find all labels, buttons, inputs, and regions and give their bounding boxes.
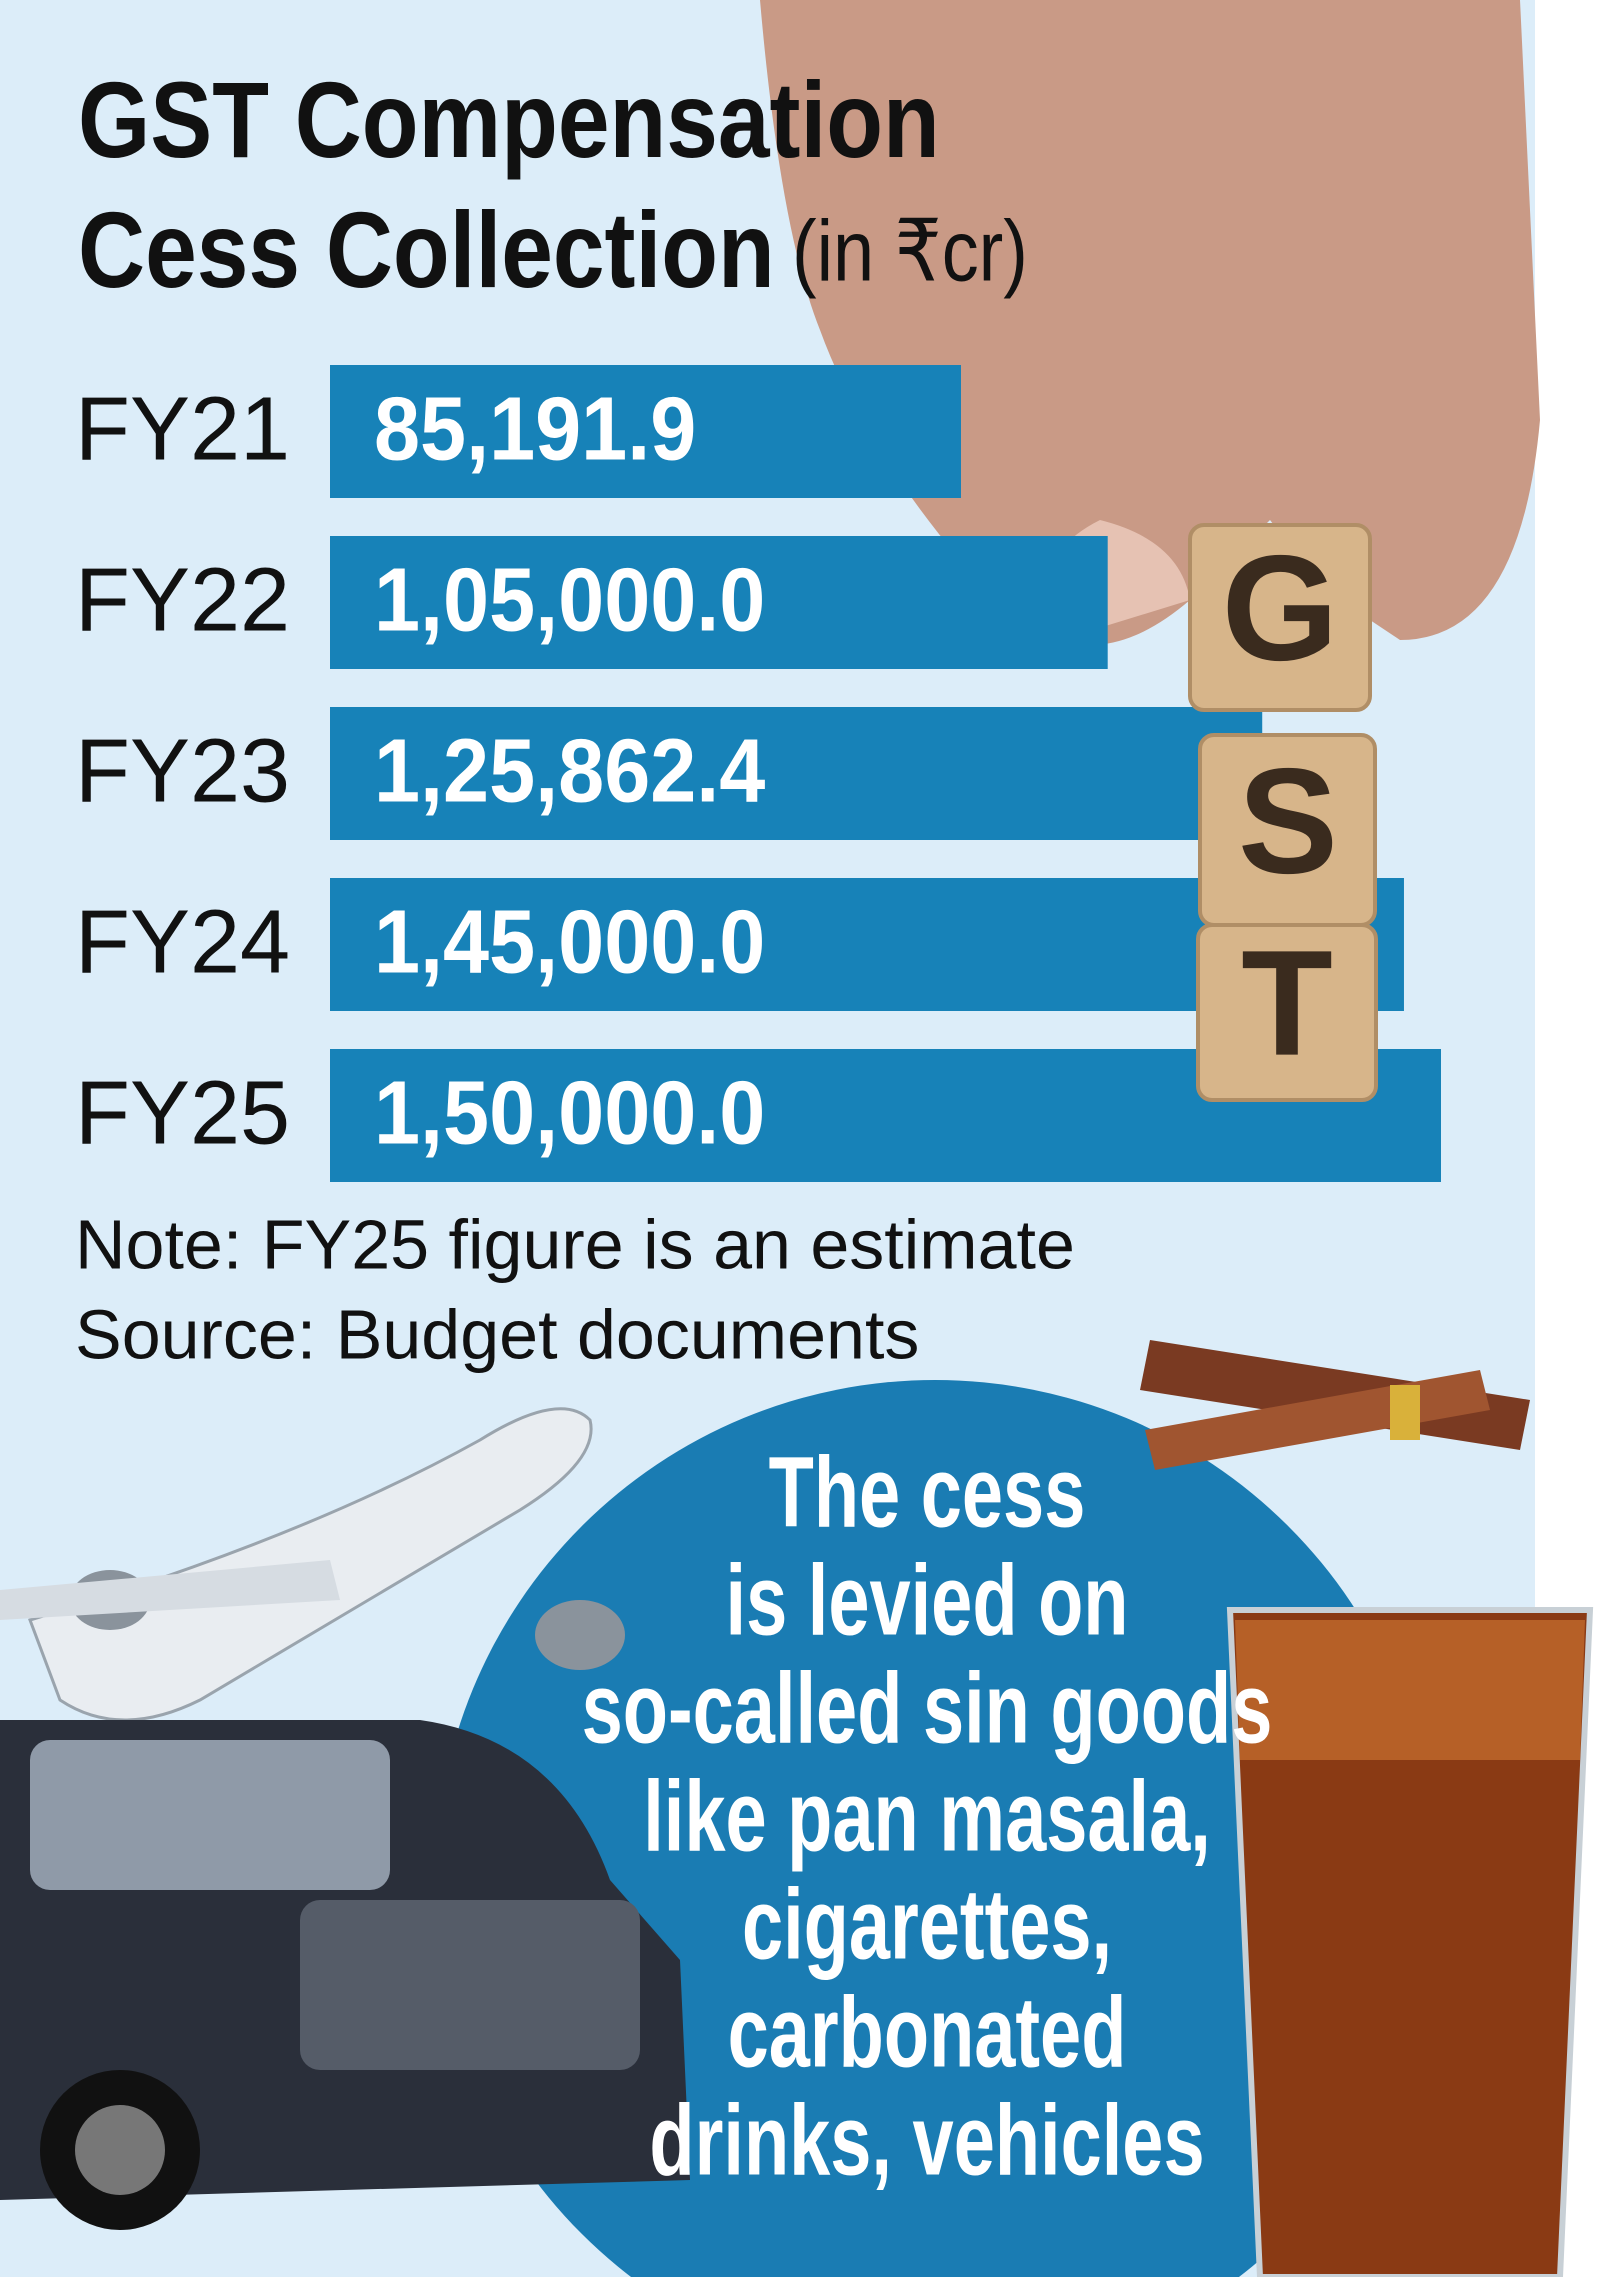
svg-text:G: G — [1222, 524, 1339, 692]
car — [0, 1720, 690, 2230]
drink-glass — [1226, 1607, 1594, 2277]
chart-subtitle: (in ₹cr) — [792, 202, 1028, 299]
chart-title: GST Compensation Cess Collection (in ₹cr) — [78, 60, 1028, 310]
callout-line: like pan masala, — [643, 1759, 1211, 1872]
bar — [330, 365, 961, 498]
value-label: 1,25,862.4 — [374, 721, 765, 821]
chart: GST Compensation Cess Collection (in ₹cr) F… — [75, 60, 1441, 2196]
callout-line: drinks, vehicles — [649, 2083, 1204, 2196]
svg-text:T: T — [1241, 919, 1333, 1087]
value-label: 1,50,000.0 — [374, 1063, 765, 1163]
callout-line: is levied on — [726, 1543, 1129, 1656]
value-label-group: 1,05,000.0 — [374, 550, 765, 650]
value-label-group: 85,191.9 — [374, 379, 696, 479]
value-label-group: 1,50,000.0 — [374, 1063, 765, 1163]
value-label: 1,45,000.0 — [374, 892, 765, 992]
cigars — [1140, 1340, 1530, 1470]
bar — [330, 536, 1108, 669]
category-label: FY23 — [75, 721, 290, 821]
svg-text:S: S — [1238, 737, 1338, 905]
hand — [620, 0, 1540, 645]
value-label: 85,191.9 — [374, 379, 696, 479]
title-line: GST Compensation — [78, 60, 940, 180]
source: Source: Budget documents — [75, 1295, 919, 1373]
airplane — [0, 1407, 625, 1722]
title-group: GST Compensation Cess Collection (in ₹cr) — [78, 60, 1028, 310]
gst-blocks: G S T — [1188, 523, 1378, 1102]
callout-line: so-called sin goods — [582, 1651, 1273, 1764]
callout-circle — [435, 1380, 1435, 2277]
category-label: FY24 — [75, 892, 290, 992]
category-label: FY21 — [75, 379, 290, 479]
callout-line: carbonated — [728, 1975, 1127, 2088]
callout-line: cigarettes, — [742, 1867, 1112, 1980]
note: Note: FY25 figure is an estimate — [75, 1205, 1075, 1283]
category-label: FY22 — [75, 550, 290, 650]
callout-line: The cess — [769, 1435, 1086, 1548]
value-label: 1,05,000.0 — [374, 550, 765, 650]
category-label: FY25 — [75, 1063, 290, 1163]
value-label-group: 1,25,862.4 — [374, 721, 765, 821]
value-label-group: 1,45,000.0 — [374, 892, 765, 992]
title-line: Cess Collection — [78, 190, 775, 310]
bar — [330, 707, 1263, 840]
